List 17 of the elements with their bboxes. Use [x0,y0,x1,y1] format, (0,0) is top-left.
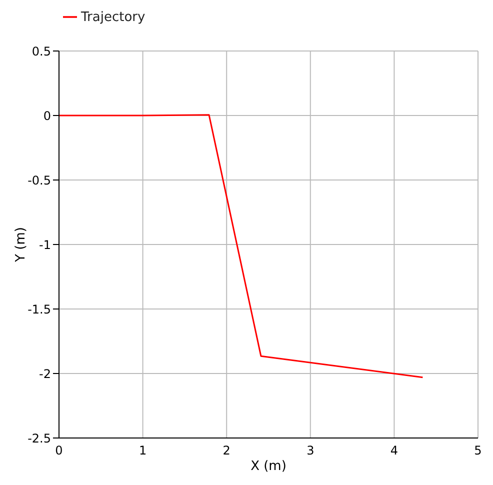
x-tick-label: 4 [390,444,398,458]
y-tick-label: 0.5 [32,44,51,58]
x-tick-label: 1 [138,444,147,458]
y-tick-label: -2.5 [28,431,51,446]
y-tick-label: -2 [39,366,51,381]
y-axis-title: Y (m) [14,227,29,263]
y-tick-label: -1 [39,238,51,252]
x-tick-label: 0 [55,444,63,458]
x-tick-label: 5 [474,444,482,458]
line-series [59,114,424,378]
x-tick-label: 3 [306,444,314,458]
x-axis-title: X (m) [250,459,286,474]
legend-label: Trajectory [81,10,146,25]
y-tick-label: 0 [43,108,51,123]
x-tick-label: 2 [222,444,230,458]
y-tick-label: -1.5 [28,302,51,316]
y-tick-label: -0.5 [28,173,51,188]
